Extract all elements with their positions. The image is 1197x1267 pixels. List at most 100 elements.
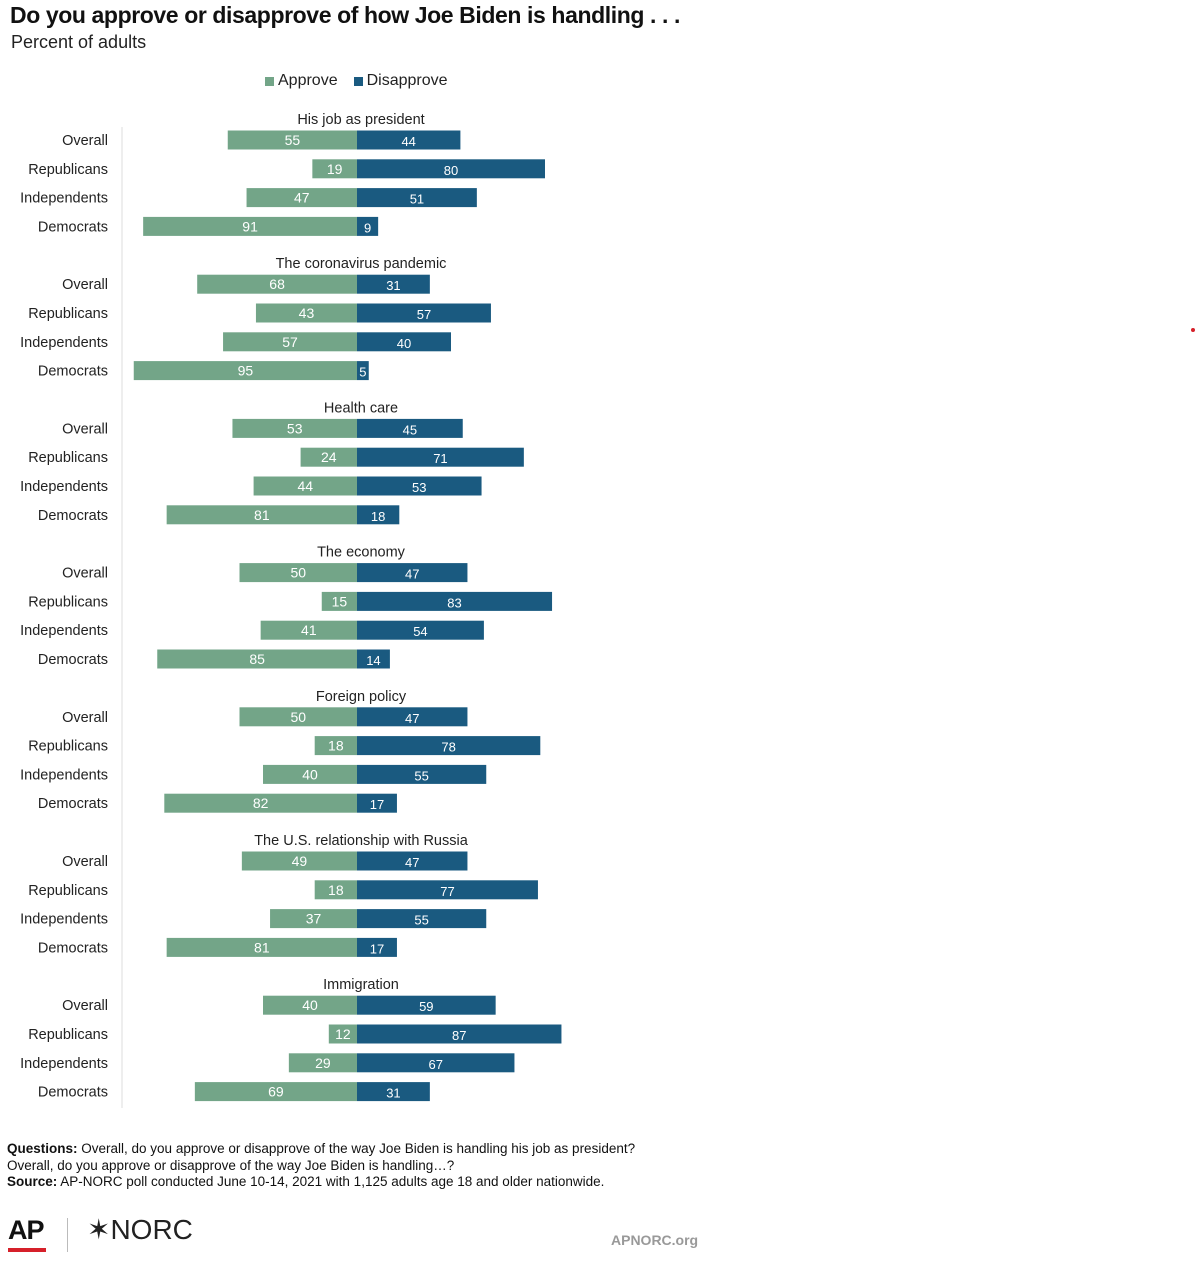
bar-approve: [164, 793, 357, 813]
bar-approve: [227, 130, 357, 150]
bar-approve: [314, 880, 357, 900]
bar-approve: [166, 937, 357, 957]
bar-disapprove: [357, 937, 397, 957]
value-label-approve: 44: [298, 478, 314, 494]
bar-approve: [133, 361, 357, 381]
legend-label-approve: Approve: [278, 72, 338, 89]
ap-logo: AP: [8, 1215, 45, 1245]
value-label-approve: 19: [327, 161, 343, 177]
value-label-approve: 12: [335, 1026, 351, 1042]
value-label-approve: 49: [292, 853, 308, 869]
bar-disapprove: [357, 1082, 430, 1102]
value-label-disapprove: 77: [440, 884, 454, 899]
value-label-disapprove: 78: [441, 740, 455, 755]
bar-approve: [263, 764, 357, 784]
bar-disapprove: [357, 649, 390, 669]
bar-disapprove: [357, 880, 538, 900]
legend-label-disapprove: Disapprove: [366, 72, 448, 89]
bar-disapprove: [357, 995, 496, 1015]
row-label: Republicans: [28, 450, 108, 466]
bar-disapprove: [357, 159, 545, 179]
value-label-disapprove: 87: [452, 1028, 466, 1043]
bar-disapprove: [357, 707, 468, 727]
bar-disapprove: [357, 274, 430, 294]
bar-disapprove: [357, 476, 482, 496]
bar-disapprove: [357, 303, 491, 323]
value-label-disapprove: 31: [386, 1086, 400, 1101]
value-label-disapprove: 47: [405, 855, 419, 870]
footnote: Questions: Overall, do you approve or di…: [7, 1141, 635, 1191]
bar-approve: [194, 1082, 357, 1102]
chart-subtitle: Percent of adults: [11, 32, 147, 52]
row-label: Overall: [62, 854, 108, 870]
bar-disapprove: [357, 188, 477, 208]
bar-approve: [288, 1053, 357, 1073]
row-label: Overall: [62, 566, 108, 582]
value-label-approve: 53: [287, 420, 303, 436]
value-label-disapprove: 31: [386, 278, 400, 293]
value-label-disapprove: 51: [410, 192, 424, 207]
bar-disapprove: [357, 563, 468, 583]
value-label-approve: 40: [302, 997, 318, 1013]
questions-label: Questions:: [7, 1141, 78, 1156]
bar-disapprove: [357, 1024, 562, 1044]
value-label-approve: 40: [302, 766, 318, 782]
bar-approve: [239, 563, 357, 583]
legend: Approve Disapprove: [265, 72, 458, 90]
bar-approve: [263, 995, 357, 1015]
bar-approve: [270, 909, 357, 929]
legend-swatch-approve: [265, 76, 274, 86]
row-label: Republicans: [28, 883, 108, 899]
value-label-disapprove: 53: [412, 480, 426, 495]
row-label: Democrats: [38, 796, 108, 812]
value-label-disapprove: 9: [364, 220, 371, 235]
group-title: The coronavirus pandemic: [276, 256, 447, 272]
row-label: Independents: [20, 1056, 108, 1072]
bar-disapprove: [357, 447, 524, 467]
bar-disapprove: [357, 216, 379, 236]
value-label-approve: 18: [328, 738, 344, 754]
row-label: Independents: [20, 479, 108, 495]
bar-disapprove: [357, 361, 369, 381]
row-label: Democrats: [38, 940, 108, 956]
row-label: Independents: [20, 335, 108, 351]
row-label: Independents: [20, 767, 108, 783]
row-label: Independents: [20, 912, 108, 928]
value-label-approve: 43: [299, 305, 315, 321]
row-label: Republicans: [28, 739, 108, 755]
row-label: Independents: [20, 191, 108, 207]
red-dot-marker: [1191, 328, 1195, 332]
value-label-disapprove: 55: [414, 913, 428, 928]
value-label-approve: 95: [238, 363, 254, 379]
row-label: Republicans: [28, 306, 108, 322]
bar-disapprove: [357, 332, 451, 352]
row-label: Democrats: [38, 364, 108, 380]
bar-disapprove: [357, 1053, 515, 1073]
bar-approve: [260, 620, 357, 640]
row-label: Republicans: [28, 162, 108, 178]
group-title: The economy: [317, 545, 406, 561]
value-label-approve: 81: [254, 939, 270, 955]
row-label: Overall: [62, 710, 108, 726]
group-title: Immigration: [323, 977, 399, 993]
source-text: AP-NORC poll conducted June 10-14, 2021 …: [57, 1174, 605, 1189]
value-label-disapprove: 18: [371, 509, 385, 524]
row-label: Overall: [62, 277, 108, 293]
bar-approve: [241, 851, 357, 871]
chart-title: Do you approve or disapprove of how Joe …: [10, 2, 680, 28]
value-label-approve: 55: [285, 132, 301, 148]
footnote-questions: Questions: Overall, do you approve or di…: [7, 1141, 635, 1158]
value-label-disapprove: 47: [405, 567, 419, 582]
value-label-approve: 50: [290, 565, 306, 581]
row-label: Republicans: [28, 1027, 108, 1043]
site-url: APNORC.org: [611, 1232, 699, 1248]
value-label-approve: 47: [294, 190, 310, 206]
bar-disapprove: [357, 591, 553, 611]
value-label-approve: 24: [321, 449, 337, 465]
bar-approve: [197, 274, 357, 294]
bar-approve: [314, 736, 357, 756]
value-label-approve: 29: [315, 1055, 331, 1071]
value-label-disapprove: 5: [359, 365, 366, 380]
value-label-disapprove: 40: [397, 336, 411, 351]
bar-approve: [321, 591, 357, 611]
